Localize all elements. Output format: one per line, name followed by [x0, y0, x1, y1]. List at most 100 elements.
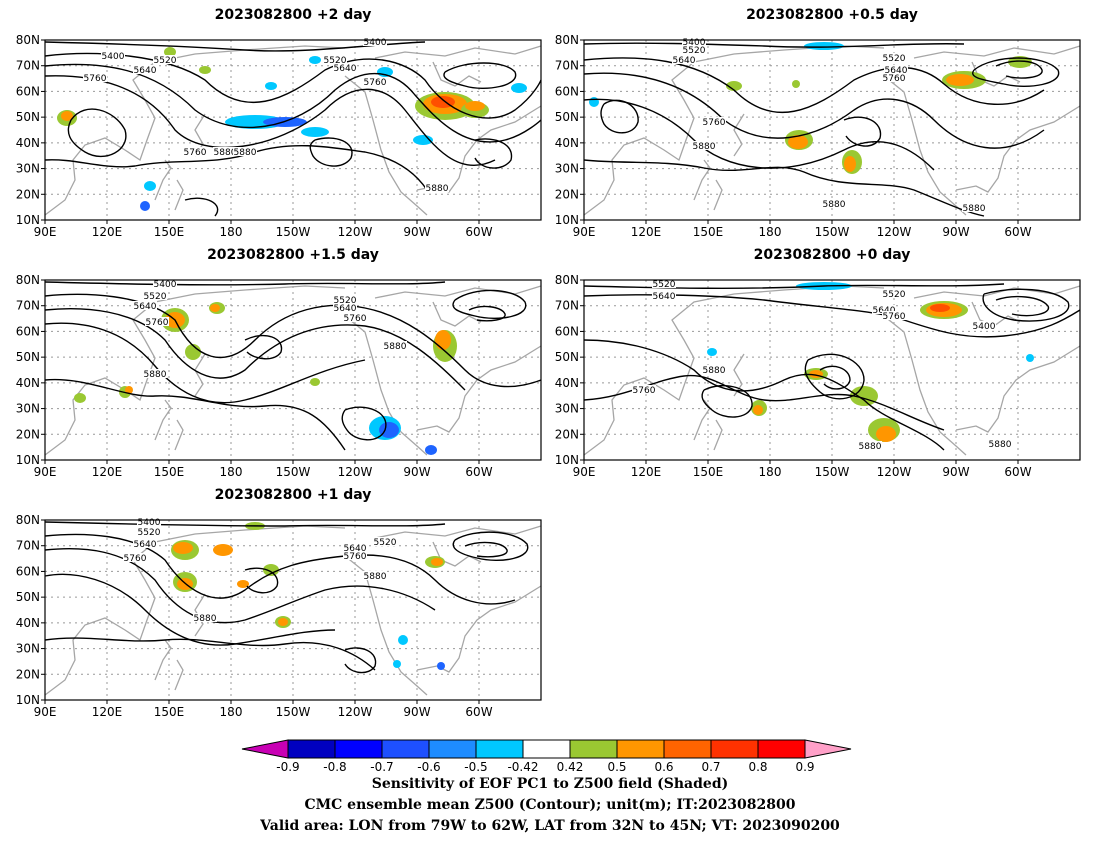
- contour-label-bg: [343, 313, 367, 322]
- z500-contour: [819, 365, 851, 390]
- panel-title-1day: 2023082800 +1 day: [214, 487, 372, 503]
- sensitivity-shading: [377, 67, 393, 77]
- caption-line-1: Sensitivity of EOF PC1 to Z500 field (Sh…: [371, 776, 729, 792]
- lat-tick-label: 30N: [16, 642, 40, 656]
- sensitivity-shading: [210, 304, 220, 312]
- sensitivity-shading: [398, 635, 408, 645]
- z500-contour: [583, 57, 1045, 114]
- caption-line-3: Valid area: LON from 79W to 62W, LAT fro…: [260, 818, 840, 834]
- contour-label: 5400: [102, 52, 125, 62]
- colorbar-swatch: [663, 739, 712, 759]
- lon-tick-label: 60W: [465, 465, 492, 479]
- coastline: [583, 45, 885, 216]
- contour-label: 5760: [703, 118, 726, 128]
- contour-label: 5760: [633, 386, 656, 396]
- colorbar-swatch: [428, 739, 477, 759]
- sensitivity-shading: [437, 662, 445, 670]
- coastline: [344, 75, 428, 216]
- coastline: [154, 639, 184, 691]
- lat-tick-label: 40N: [16, 616, 40, 630]
- map-panel-15day: 54005520564057605880552056405760588080N7…: [16, 273, 542, 479]
- z500-contour: [583, 72, 1045, 149]
- lat-tick-label: 70N: [16, 59, 40, 73]
- coastline: [44, 285, 346, 456]
- lat-tick-label: 70N: [555, 59, 579, 73]
- contour-label-bg: [652, 279, 676, 288]
- contour-label-bg: [193, 613, 217, 622]
- colorbar-swatch: [569, 739, 618, 759]
- z500-contour: [972, 57, 1060, 87]
- lon-tick-label: 90E: [34, 225, 57, 239]
- contour-label-bg: [692, 141, 716, 150]
- lon-tick-label: 150E: [154, 705, 185, 719]
- contour-label: 5880: [384, 342, 407, 352]
- contour-label: 5640: [653, 292, 676, 302]
- sensitivity-shading: [140, 201, 150, 211]
- sensitivity-shading: [465, 101, 485, 111]
- contour-label: 5760: [84, 74, 107, 84]
- sensitivity-shading: [753, 405, 763, 415]
- contour-label: 5520: [334, 296, 357, 306]
- lat-tick-label: 50N: [555, 110, 579, 124]
- lon-tick-label: 180: [220, 465, 243, 479]
- contour-label-bg: [323, 55, 347, 64]
- colorbar-tick-label: 0.6: [654, 760, 673, 772]
- sensitivity-shading: [125, 386, 133, 394]
- contour-label-bg: [425, 183, 449, 192]
- sensitivity-shading: [435, 330, 451, 350]
- colorbar-swatch: [334, 739, 383, 759]
- contour-label: 5880: [859, 442, 882, 452]
- colorbar-tick-label: 0.8: [748, 760, 767, 772]
- z500-contour: [344, 647, 377, 674]
- contour-label-bg: [972, 321, 996, 330]
- lon-tick-label: 120E: [92, 465, 123, 479]
- contour-label: 5880: [194, 614, 217, 624]
- contour-label: 5760: [364, 78, 387, 88]
- lon-tick-label: 90W: [942, 225, 969, 239]
- lat-tick-label: 70N: [555, 299, 579, 313]
- contour-label: 5520: [374, 538, 397, 548]
- colorbar-swatch: [475, 739, 524, 759]
- sensitivity-shading: [844, 156, 856, 172]
- sensitivity-shading: [237, 580, 249, 588]
- contour-label-bg: [702, 365, 726, 374]
- z500-contour: [44, 293, 542, 388]
- lat-tick-label: 50N: [16, 350, 40, 364]
- lon-tick-label: 90E: [573, 225, 596, 239]
- contour-label-bg: [123, 553, 147, 562]
- contour-label: 5520: [324, 56, 347, 66]
- contour-label-bg: [884, 65, 908, 74]
- coastline: [154, 159, 184, 211]
- coastline: [432, 61, 482, 87]
- contour-label-bg: [333, 303, 357, 312]
- z500-contour: [583, 42, 965, 48]
- z500-contour: [341, 406, 387, 441]
- sensitivity-shading: [792, 80, 800, 88]
- contour-label: 5640: [134, 540, 157, 550]
- lon-tick-label: 150W: [815, 225, 850, 239]
- lon-tick-label: 60W: [465, 705, 492, 719]
- lat-tick-label: 80N: [16, 33, 40, 47]
- sensitivity-shading: [788, 135, 808, 149]
- contour-label: 5400: [973, 322, 996, 332]
- coastline: [374, 525, 542, 539]
- contour-label: 5880: [364, 572, 387, 582]
- sensitivity-shading: [1008, 56, 1032, 68]
- contour-label-bg: [882, 311, 906, 320]
- z500-contour: [67, 108, 127, 158]
- coastline: [44, 45, 346, 216]
- contour-label: 5640: [134, 66, 157, 76]
- contour-label-bg: [363, 77, 387, 86]
- sensitivity-shading: [930, 304, 950, 312]
- sensitivity-shading: [1026, 354, 1034, 362]
- z500-contour: [309, 137, 353, 167]
- z500-contour: [44, 63, 542, 143]
- lat-tick-label: 10N: [555, 453, 579, 467]
- lon-tick-label: 90W: [942, 465, 969, 479]
- contour-label: 5400: [138, 518, 161, 528]
- contour-label-bg: [213, 147, 237, 156]
- lat-tick-label: 50N: [555, 350, 579, 364]
- sensitivity-shading: [511, 83, 527, 93]
- colorbar-tick-label: 0.42: [557, 760, 584, 772]
